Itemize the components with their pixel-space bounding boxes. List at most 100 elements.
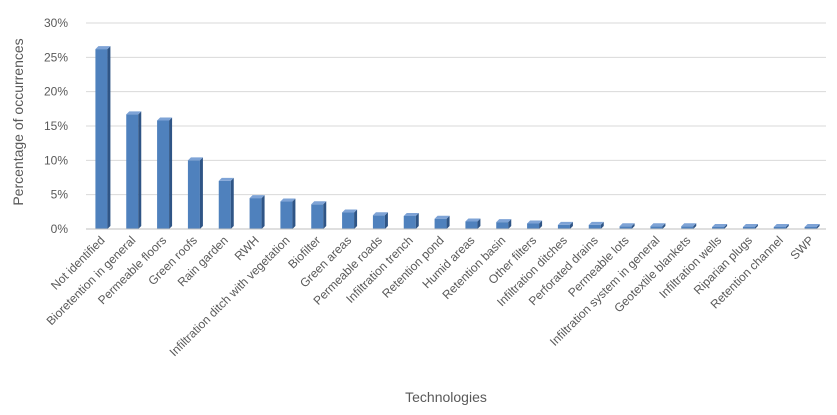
bar-top <box>157 117 173 121</box>
bar-side <box>169 117 173 229</box>
bar-front <box>496 222 509 229</box>
bar <box>126 111 142 229</box>
bar-side <box>693 223 697 229</box>
bar-front <box>681 226 694 229</box>
bar-top <box>496 219 512 223</box>
gridlines <box>86 22 826 196</box>
bar-side <box>199 157 203 229</box>
bar-top <box>187 157 203 161</box>
bar <box>496 219 512 229</box>
bar <box>95 46 111 229</box>
bar-top <box>95 46 111 50</box>
bar-top <box>465 218 481 222</box>
bar-top <box>619 223 635 227</box>
bar-top <box>527 220 543 224</box>
bar-top <box>126 111 142 115</box>
bar-front <box>742 226 755 229</box>
bar-front <box>311 204 324 229</box>
bar-top <box>773 223 789 227</box>
bar-side <box>107 46 111 229</box>
bar-top <box>311 201 327 205</box>
y-axis-tick-labels: 0% 5% 10% 15% 20% 25% 30% <box>44 16 68 236</box>
bar-front <box>372 215 385 229</box>
y-tick-label: 15% <box>44 119 68 133</box>
bar-side <box>354 209 358 229</box>
bar-front <box>280 201 293 229</box>
bar-front <box>249 198 262 229</box>
bar-top <box>588 221 604 225</box>
bar-side <box>477 218 481 229</box>
bar-side <box>724 223 728 229</box>
bar-side <box>384 212 388 229</box>
bar-front <box>588 224 601 229</box>
bar <box>527 220 543 229</box>
bar <box>619 223 635 229</box>
bar-side <box>261 195 265 229</box>
x-axis-title: Technologies <box>405 389 487 405</box>
y-axis-title: Percentage of occurrences <box>10 38 26 205</box>
bar <box>681 223 697 229</box>
bar <box>187 157 203 229</box>
bar-side <box>138 111 142 229</box>
bar-side <box>785 223 789 229</box>
x-tick-label: SWP <box>787 233 816 262</box>
bar-side <box>539 220 543 229</box>
bar <box>403 212 419 229</box>
bar-front <box>650 226 663 229</box>
y-tick-label: 5% <box>51 188 69 202</box>
bar-side <box>569 221 573 229</box>
bar-front <box>619 226 632 229</box>
bar <box>773 223 789 229</box>
bar-front <box>527 223 540 229</box>
bar <box>712 223 728 229</box>
y-tick-label: 25% <box>44 50 68 64</box>
bar <box>742 223 758 229</box>
bar <box>218 177 234 229</box>
bar-top <box>280 198 296 202</box>
bar-top <box>742 223 758 227</box>
bar-side <box>508 219 512 229</box>
bar-front <box>126 114 139 229</box>
y-tick-label: 30% <box>44 16 68 30</box>
bar <box>557 221 573 229</box>
bar <box>804 223 820 229</box>
bar-top <box>403 212 419 216</box>
y-tick-label: 20% <box>44 85 68 99</box>
bar <box>372 212 388 229</box>
bar-front <box>773 226 786 229</box>
bar-front <box>403 215 416 229</box>
y-tick-label: 0% <box>51 222 69 236</box>
bar <box>342 209 358 229</box>
bar-top <box>650 223 666 227</box>
bar-top <box>681 223 697 227</box>
bar-front <box>712 226 725 229</box>
bar <box>249 195 265 229</box>
bar-side <box>415 212 419 229</box>
bar-front <box>342 212 355 229</box>
bar-top <box>342 209 358 213</box>
bar-front <box>187 160 200 229</box>
y-tick-label: 10% <box>44 153 68 167</box>
bar-top <box>557 221 573 225</box>
bar-front <box>434 218 447 229</box>
bar-top <box>372 212 388 216</box>
bar <box>588 221 604 229</box>
bar-front <box>557 224 570 229</box>
bar-side <box>292 198 296 229</box>
bar-top <box>434 215 450 219</box>
bar-front <box>95 49 108 229</box>
bar-side <box>816 223 820 229</box>
bar-top <box>249 195 265 199</box>
bar <box>280 198 296 229</box>
bar-top <box>712 223 728 227</box>
bar <box>311 201 327 229</box>
bar-side <box>446 215 450 229</box>
bar-front <box>804 226 817 229</box>
bar-side <box>600 221 604 229</box>
bar-side <box>323 201 327 229</box>
bar-side <box>754 223 758 229</box>
bar-front <box>218 180 231 229</box>
bar-side <box>662 223 666 229</box>
bar-side <box>631 223 635 229</box>
